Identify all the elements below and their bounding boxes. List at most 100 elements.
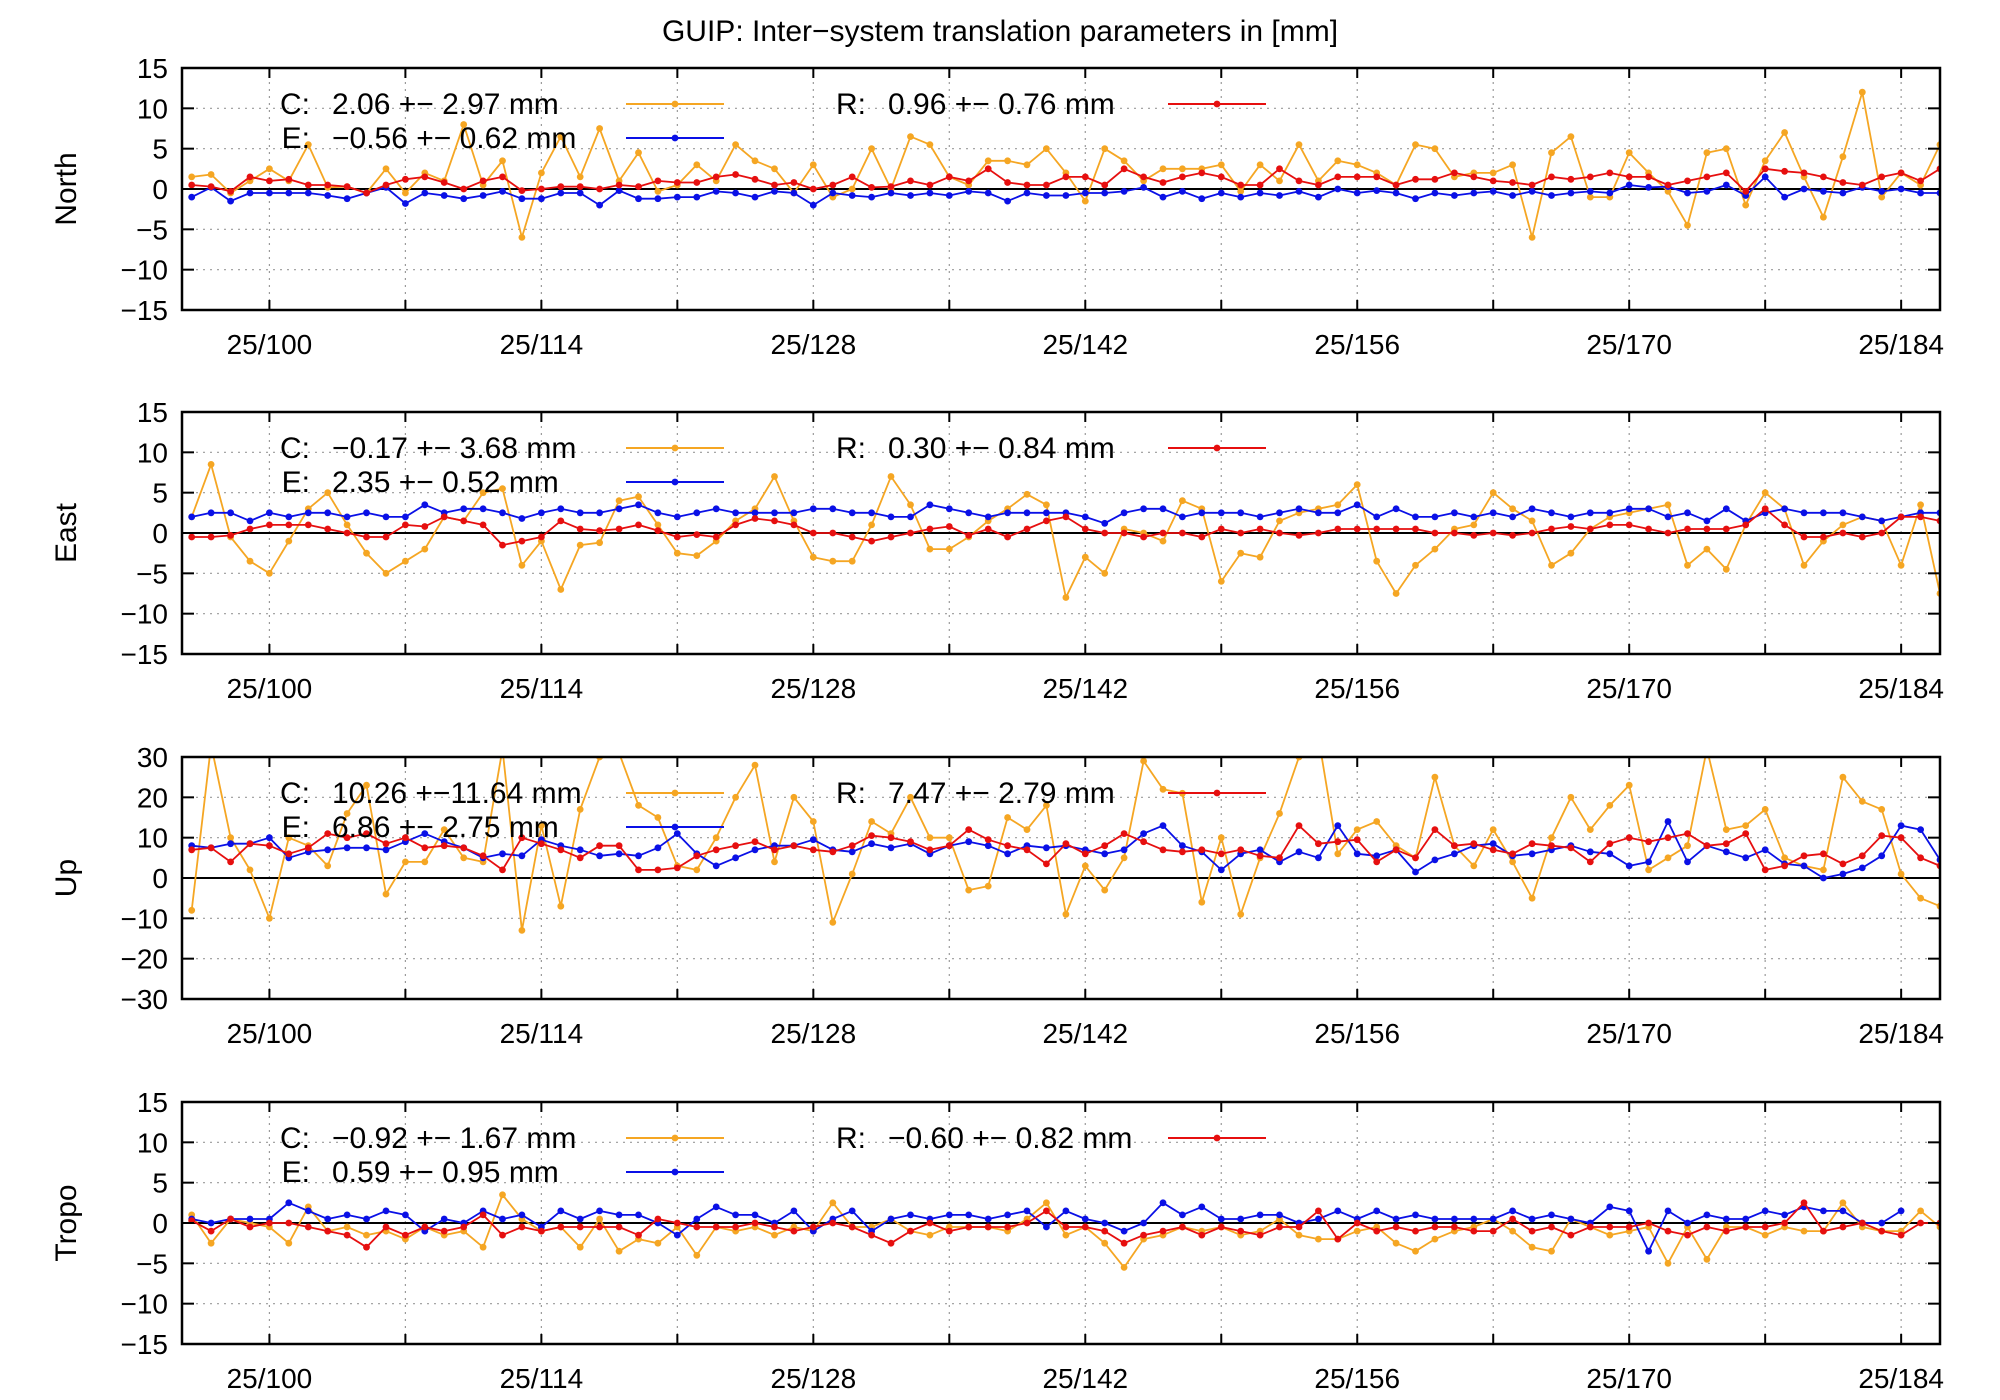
data-point-C xyxy=(1722,145,1730,153)
data-point-E xyxy=(382,846,390,854)
data-point-C xyxy=(1548,1247,1555,1255)
data-point-R xyxy=(1664,1227,1672,1235)
data-point-C xyxy=(771,1231,778,1239)
data-point-C xyxy=(809,553,817,561)
data-point-C xyxy=(1703,1255,1711,1263)
data-point-C xyxy=(1315,1235,1322,1243)
data-point-C xyxy=(343,1223,351,1231)
legend-marker-R xyxy=(1213,100,1221,108)
data-point-E xyxy=(790,189,798,197)
data-point-E xyxy=(887,189,895,197)
x-tick-label: 25/142 xyxy=(1042,1363,1128,1394)
data-point-C xyxy=(693,1251,701,1259)
data-point-R xyxy=(1820,173,1827,181)
data-point-R xyxy=(188,533,196,541)
data-point-E xyxy=(1781,505,1788,513)
data-point-E xyxy=(1664,1207,1672,1215)
data-point-R xyxy=(363,189,370,197)
y-tick-label: 0 xyxy=(152,1208,168,1239)
y-axis-label: Up xyxy=(50,859,83,897)
legend-marker-R xyxy=(1213,444,1221,452)
data-point-R xyxy=(1509,179,1516,186)
data-point-E xyxy=(1917,189,1924,197)
data-point-E xyxy=(460,505,468,513)
data-point-C xyxy=(1742,201,1750,209)
y-tick-label: 15 xyxy=(137,1087,168,1118)
data-point-R xyxy=(1858,181,1866,189)
data-point-E xyxy=(615,1211,623,1219)
data-point-E xyxy=(440,1215,448,1223)
data-point-R xyxy=(518,834,526,842)
data-point-C xyxy=(382,890,390,898)
data-point-C xyxy=(1023,161,1031,169)
data-point-E xyxy=(965,838,973,846)
data-point-R xyxy=(1548,842,1555,850)
legend-marker-C xyxy=(671,1134,679,1142)
data-point-C xyxy=(1295,1231,1303,1239)
data-point-C xyxy=(926,545,934,553)
x-tick-label: 25/128 xyxy=(771,1018,857,1049)
data-point-C xyxy=(1858,88,1866,96)
data-point-C xyxy=(557,586,565,593)
data-point-E xyxy=(1295,848,1303,856)
legend: C: −0.92 +− 1.67 mm E: 0.59 +− 0.95 mm R: −0.… xyxy=(280,1122,1266,1189)
data-point-E xyxy=(1081,1215,1089,1223)
data-point-C xyxy=(1353,826,1361,833)
data-point-C xyxy=(499,1191,506,1199)
data-point-C xyxy=(382,569,390,577)
data-point-E xyxy=(1858,864,1866,872)
data-point-C xyxy=(1567,549,1575,557)
data-point-C xyxy=(460,854,468,862)
data-point-E xyxy=(1101,519,1109,527)
legend-key-R: R: xyxy=(836,88,866,121)
chart-panel-north: −15 −10 −5 0 5 10 15 25/100 25/114 25/128 25/142 25… xyxy=(50,53,1944,360)
data-point-E xyxy=(712,505,720,513)
data-point-R xyxy=(207,183,215,191)
series-group xyxy=(188,88,1940,241)
data-point-E xyxy=(246,517,254,525)
data-point-R xyxy=(1431,826,1439,833)
data-point-E xyxy=(576,509,584,517)
data-point-R xyxy=(1412,525,1419,533)
data-point-R xyxy=(615,181,623,189)
data-point-C xyxy=(1179,497,1186,505)
data-point-C xyxy=(1761,806,1769,813)
data-point-C xyxy=(1489,169,1497,177)
data-point-R xyxy=(1781,1219,1788,1227)
data-point-E xyxy=(1256,846,1264,854)
data-point-R xyxy=(538,185,545,193)
data-point-C xyxy=(1897,870,1905,878)
data-point-E xyxy=(635,501,642,509)
data-point-E xyxy=(693,193,701,201)
data-point-R xyxy=(1334,1235,1342,1243)
data-point-R xyxy=(1315,1207,1322,1215)
data-point-C xyxy=(926,141,934,149)
data-point-R xyxy=(596,527,603,534)
data-point-R xyxy=(1878,1227,1886,1235)
data-point-R xyxy=(518,1223,526,1231)
data-point-C xyxy=(1179,165,1186,173)
data-point-R xyxy=(1451,529,1458,537)
data-point-E xyxy=(1140,1219,1147,1227)
data-point-C xyxy=(266,165,273,173)
data-point-E xyxy=(1470,189,1478,197)
data-point-C xyxy=(1664,854,1672,862)
data-point-E xyxy=(285,1199,293,1207)
data-point-C xyxy=(1567,133,1575,141)
data-point-R xyxy=(693,179,701,186)
data-point-E xyxy=(1023,189,1031,197)
data-point-C xyxy=(1043,802,1050,809)
y-tick-label: −5 xyxy=(136,558,168,589)
data-point-C xyxy=(1800,1227,1808,1235)
data-point-R xyxy=(1334,173,1342,181)
legend-marker-R xyxy=(1213,1134,1221,1142)
x-tick-label: 25/184 xyxy=(1858,1018,1944,1049)
data-point-R xyxy=(596,1223,603,1231)
data-point-C xyxy=(829,1199,837,1207)
legend-marker-C xyxy=(671,789,679,797)
data-point-C xyxy=(1489,489,1497,497)
data-point-C xyxy=(1373,557,1381,565)
data-point-E xyxy=(848,509,856,517)
data-point-C xyxy=(343,810,351,817)
data-point-E xyxy=(1684,858,1691,866)
